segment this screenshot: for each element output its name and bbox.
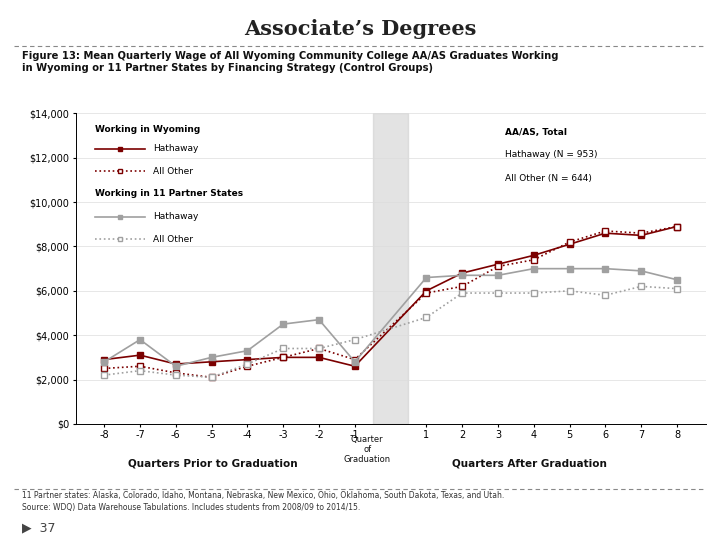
Text: Quarter
of
Graduation: Quarter of Graduation: [343, 435, 391, 464]
Text: Associate’s Degrees: Associate’s Degrees: [244, 19, 476, 39]
Text: Quarters Prior to Graduation: Quarters Prior to Graduation: [127, 459, 297, 469]
Text: Source: WDQ) Data Warehouse Tabulations. Includes students from 2008/09 to 2014/: Source: WDQ) Data Warehouse Tabulations.…: [22, 503, 360, 512]
Text: Figure 13: Mean Quarterly Wage of All Wyoming Community College AA/AS Graduates : Figure 13: Mean Quarterly Wage of All Wy…: [22, 51, 558, 73]
Text: 11 Partner states: Alaska, Colorado, Idaho, Montana, Nebraska, New Mexico, Ohio,: 11 Partner states: Alaska, Colorado, Ida…: [22, 491, 504, 501]
Text: ▶  37: ▶ 37: [22, 521, 55, 534]
Bar: [373, 113, 408, 424]
Text: Quarters After Graduation: Quarters After Graduation: [451, 459, 607, 469]
